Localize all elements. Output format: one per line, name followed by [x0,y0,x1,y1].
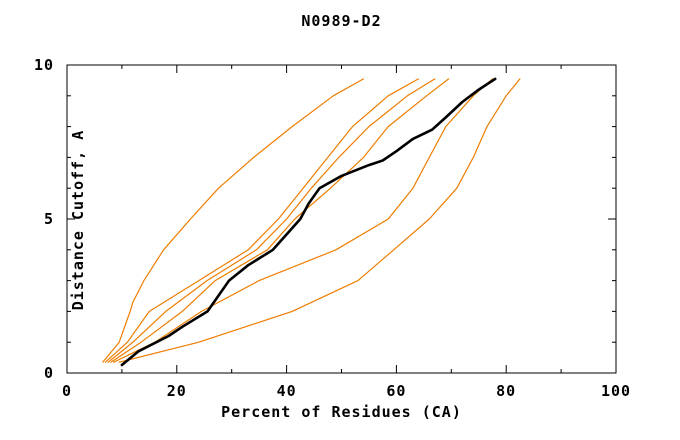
x-tick-label: 100 [601,382,631,400]
y-tick-label: 0 [44,364,54,382]
curve-orange-curve-2 [104,78,419,363]
x-tick-label: 40 [277,382,297,400]
x-axis-label: Percent of Residues (CA) [221,403,462,421]
chart-title: N0989-D2 [301,12,382,30]
curve-black-curve [120,77,497,367]
y-tick-label: 5 [44,210,54,228]
curve-orange-curve-5 [113,78,494,363]
curve-orange-curve-3 [107,78,436,363]
x-tick-label: 20 [167,382,187,400]
x-tick-label: 60 [386,382,406,400]
curve-orange-curve-6 [118,78,521,363]
y-tick-label: 10 [34,56,54,74]
curve-orange-curve-4 [110,78,450,363]
curve-orange-curve-1 [102,78,365,363]
x-tick-label: 0 [62,382,72,400]
x-tick-label: 80 [496,382,516,400]
